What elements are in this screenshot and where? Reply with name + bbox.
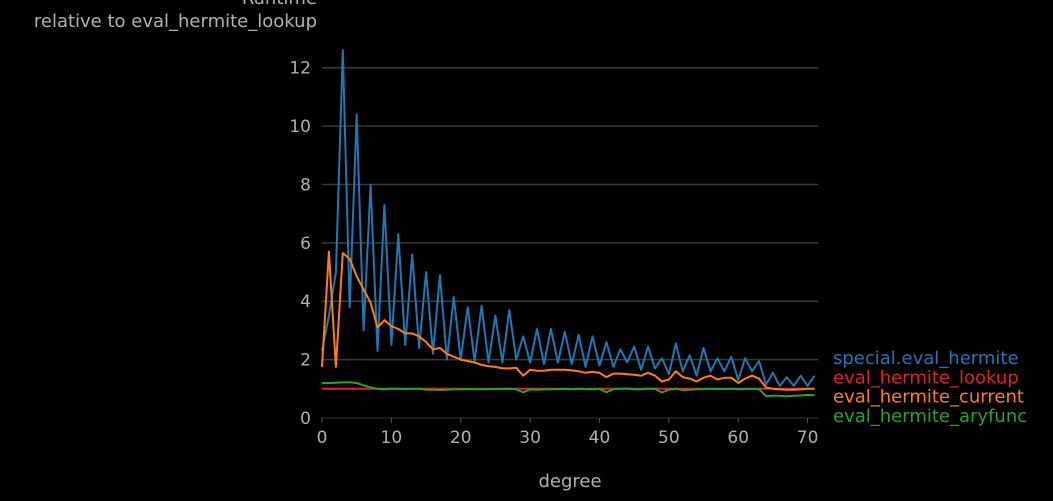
x-tick-label: 70 bbox=[797, 428, 819, 448]
y-axis-label-line-1: Runtime bbox=[242, 0, 317, 9]
legend-entry: special.eval_hermite bbox=[833, 348, 1019, 369]
legend: special.eval_hermiteeval_hermite_lookupe… bbox=[833, 348, 1027, 427]
y-tick-label: 2 bbox=[300, 351, 311, 371]
x-tick-label: 40 bbox=[589, 428, 611, 448]
series-lines bbox=[321, 49, 816, 398]
legend-entry: eval_hermite_current bbox=[833, 387, 1024, 408]
x-tick-label: 20 bbox=[450, 428, 472, 448]
x-tick-label: 0 bbox=[317, 428, 328, 448]
legend-entry: eval_hermite_aryfunc bbox=[833, 406, 1027, 427]
x-tick-label: 60 bbox=[727, 428, 749, 448]
y-tick-label: 4 bbox=[300, 292, 311, 312]
x-tick-labels: 0 10 20 30 40 50 60 70 bbox=[317, 418, 819, 448]
x-axis-label: degree bbox=[538, 471, 601, 492]
legend-entry: eval_hermite_lookup bbox=[833, 367, 1019, 388]
x-tick-label: 30 bbox=[519, 428, 541, 448]
y-tick-labels: 0 2 4 6 8 10 12 bbox=[289, 59, 311, 429]
series-line-eval-hermite-aryfunc bbox=[322, 381, 815, 398]
y-axis-label-line-2: relative to eval_hermite_lookup bbox=[34, 11, 317, 32]
x-tick-label: 10 bbox=[381, 428, 403, 448]
y-tick-label: 12 bbox=[289, 59, 311, 79]
y-tick-label: 0 bbox=[300, 409, 311, 429]
series-line-eval-hermite-current bbox=[321, 250, 815, 391]
y-tick-label: 10 bbox=[289, 117, 311, 137]
series-line-special-eval-hermite bbox=[321, 49, 816, 387]
y-tick-label: 8 bbox=[300, 175, 311, 195]
grid-lines bbox=[322, 66, 818, 361]
x-tick-label: 50 bbox=[658, 428, 680, 448]
y-tick-label: 6 bbox=[300, 234, 311, 254]
